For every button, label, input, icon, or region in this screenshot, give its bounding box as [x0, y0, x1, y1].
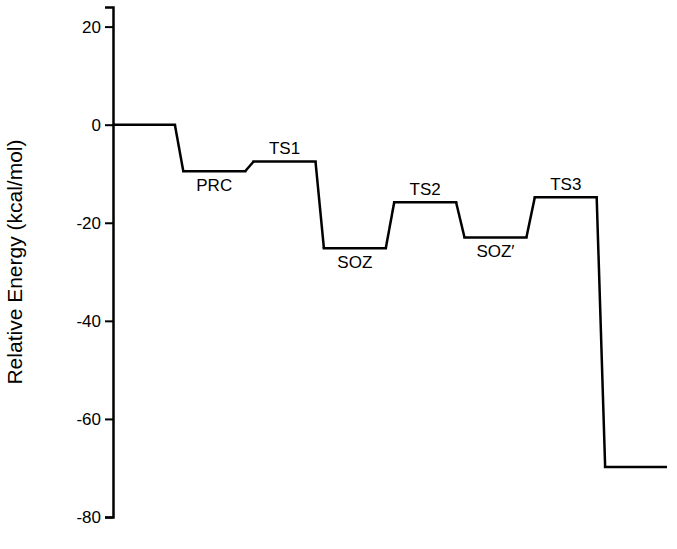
- y-tick-mark: [105, 124, 113, 126]
- y-tick: -40: [76, 312, 113, 331]
- connector: [175, 125, 183, 172]
- y-tick-mark: [105, 517, 113, 519]
- level-label: TS1: [269, 139, 300, 158]
- level-label: PRC: [196, 176, 232, 195]
- y-axis-line: [105, 8, 114, 518]
- y-tick-label: -40: [76, 312, 101, 331]
- y-tick: 20: [82, 18, 113, 37]
- level-labels: PRC TS1 SOZ TS2 SOZ′ TS3: [196, 139, 581, 272]
- y-tick: -80: [76, 508, 113, 527]
- y-tick-label: -60: [76, 410, 101, 429]
- connector: [597, 197, 605, 467]
- energy-level: [605, 466, 667, 469]
- energy-level: [394, 201, 456, 204]
- y-axis: -80 -60 -40 -20 0 20: [76, 8, 113, 527]
- level-label: SOZ′: [476, 242, 514, 261]
- connector: [386, 202, 394, 248]
- y-tick-mark: [105, 26, 113, 28]
- y-tick-mark: [105, 320, 113, 322]
- y-tick-label: -20: [76, 214, 101, 233]
- y-tick-label: 20: [82, 18, 101, 37]
- y-tick: 0: [92, 116, 113, 135]
- y-axis-title: Relative Energy (kcal/mol): [3, 139, 26, 384]
- connector: [315, 161, 323, 248]
- energy-level: [535, 196, 597, 199]
- connector: [526, 197, 534, 237]
- y-tick: -20: [76, 214, 113, 233]
- y-tick: -60: [76, 410, 113, 429]
- connector: [456, 202, 464, 237]
- energy-level: [113, 123, 175, 126]
- plot: -80 -60 -40 -20 0 20 PRC TS1 SOZ TS2 SOZ′ TS3: [76, 8, 667, 527]
- energy-level: [465, 236, 527, 239]
- energy-level: [183, 170, 245, 173]
- y-tick-label: -80: [76, 508, 101, 527]
- level-label: TS3: [550, 175, 581, 194]
- energy-level: [324, 247, 386, 250]
- marks: [113, 125, 667, 467]
- y-tick-label: 0: [92, 116, 101, 135]
- y-tick-mark: [105, 222, 113, 224]
- energy-level: [254, 160, 316, 163]
- chart: -80 -60 -40 -20 0 20 PRC TS1 SOZ TS2 SOZ′ TS3 Relati…: [0, 0, 677, 549]
- level-label: SOZ: [337, 253, 372, 272]
- y-tick-mark: [105, 418, 113, 420]
- level-label: TS2: [410, 180, 441, 199]
- connector: [245, 161, 253, 171]
